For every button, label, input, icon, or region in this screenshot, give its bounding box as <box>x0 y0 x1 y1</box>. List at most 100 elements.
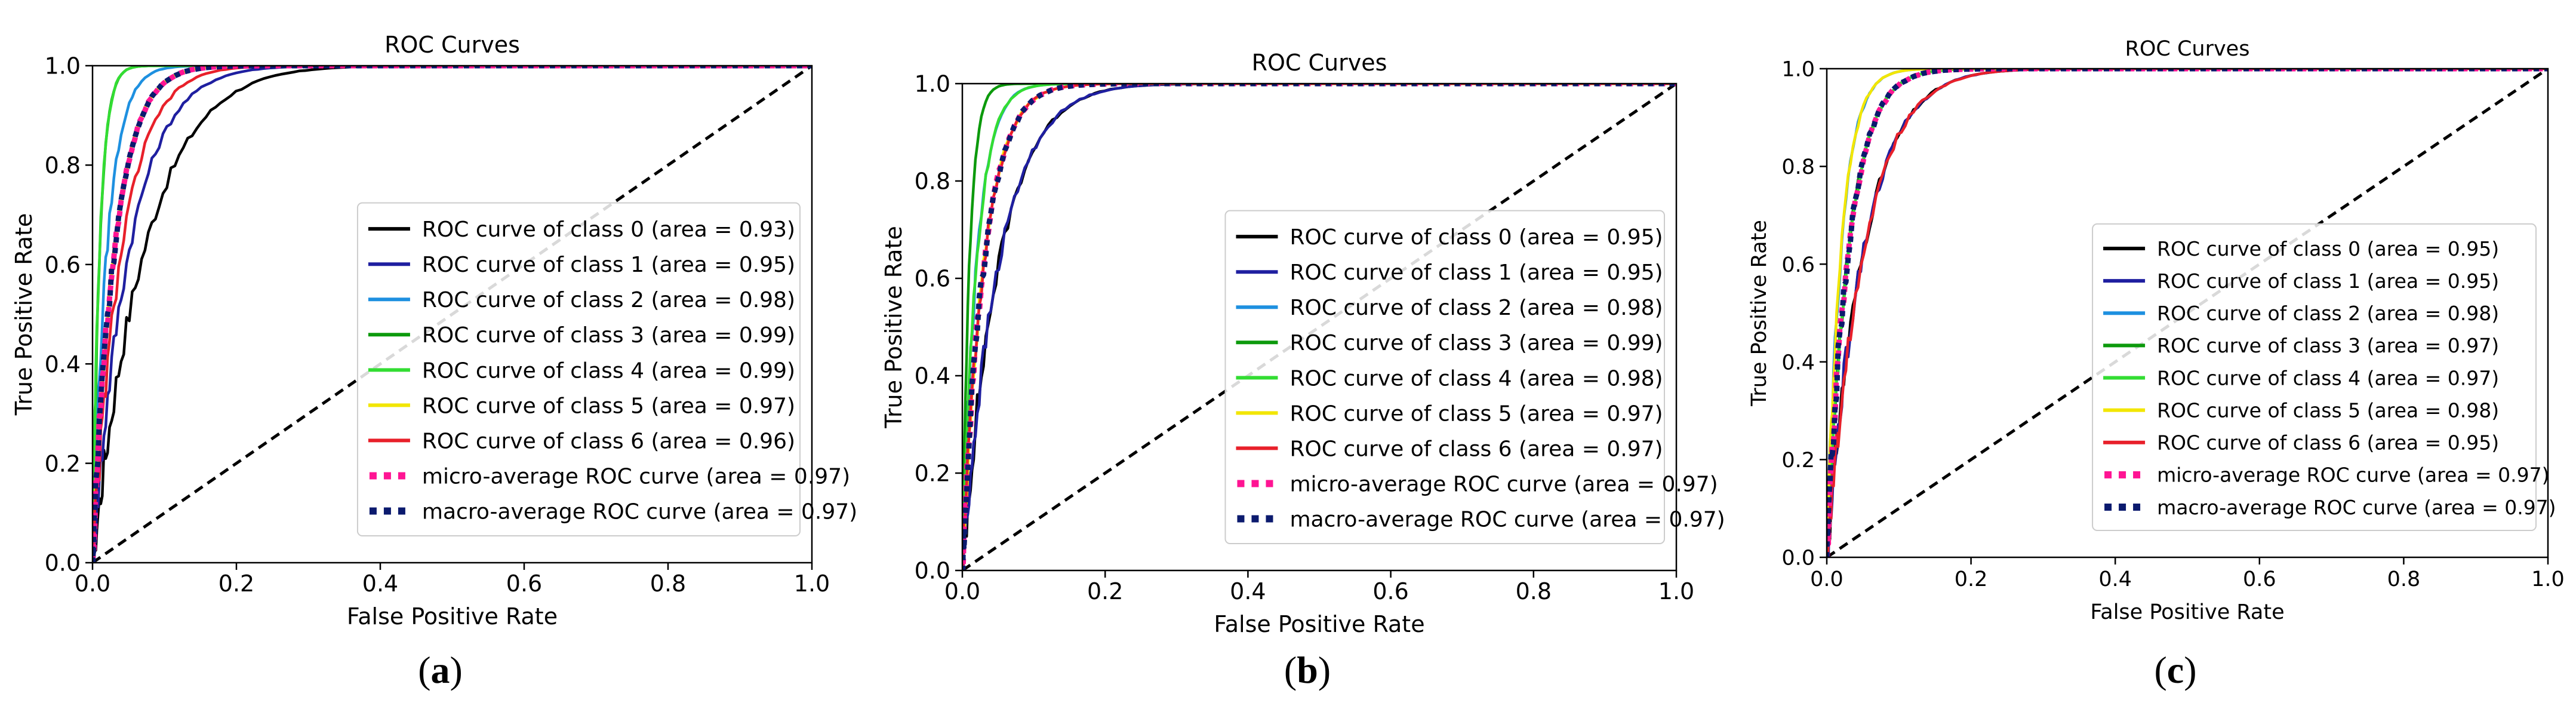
legend: ROC curve of class 0 (area = 0.93) ROC cu… <box>356 202 857 536</box>
legend-entry: ROC curve of class 5 (area = 0.98) <box>2157 398 2499 422</box>
legend-entry: ROC curve of class 0 (area = 0.95) <box>2157 237 2499 260</box>
roc-panel-a: ROC Curves 0.0 0.2 0.4 0.6 0.8 1.0 0.0 0.2 0.4 0.6… <box>11 32 857 691</box>
y-tick-label: 1.0 <box>1781 58 1815 82</box>
y-tick-label: 0.0 <box>1781 547 1815 570</box>
x-tick-label: 0.8 <box>2387 567 2421 591</box>
x-tick-label: 0.2 <box>1087 578 1123 605</box>
y-tick-label: 0.2 <box>45 450 81 477</box>
axes-frame <box>1826 68 2549 559</box>
roc-panel-c: ROC Curves 0.0 0.2 0.4 0.6 0.8 1.0 0.0 0.2 0.4 0.6… <box>1747 37 2565 691</box>
legend-entry: ROC curve of class 3 (area = 0.99) <box>422 323 795 348</box>
legend-entry: ROC curve of class 3 (area = 0.99) <box>1289 331 1663 355</box>
x-tick-label: 0.0 <box>75 570 110 597</box>
roc-curve-0 <box>93 66 812 563</box>
x-tick-label: 0.2 <box>218 570 254 597</box>
legend-entry: ROC curve of class 6 (area = 0.96) <box>422 429 795 453</box>
roc-panel-b: ROC Curves 0.0 0.2 0.4 0.6 0.8 1.0 0.0 0.2 0.4 0.6… <box>881 50 1725 691</box>
roc-curve-4 <box>1827 69 2548 557</box>
axes-frame <box>961 82 1678 572</box>
legend-entry: ROC curve of class 1 (area = 0.95) <box>422 253 795 277</box>
roc-curve-7 <box>93 66 812 563</box>
roc-curve-6 <box>962 84 1676 570</box>
y-tick-label: 1.0 <box>915 71 950 97</box>
x-tick-label: 1.0 <box>2531 567 2565 591</box>
y-axis-label: True Positive Rate <box>881 226 907 429</box>
roc-curve-2 <box>93 66 812 563</box>
y-tick-label: 1.0 <box>45 53 81 79</box>
y-tick-label: 0.6 <box>45 251 81 278</box>
x-tick-label: 0.4 <box>362 570 398 597</box>
x-tick-label: 1.0 <box>794 570 830 597</box>
roc-curve-3 <box>962 84 1676 570</box>
y-tick-label: 0.2 <box>915 461 950 487</box>
chart-title: ROC Curves <box>384 32 520 58</box>
y-tick-label: 0.4 <box>45 351 81 378</box>
x-axis-label: False Positive Rate <box>347 603 558 630</box>
x-tick-label: 0.6 <box>506 570 542 597</box>
panel-caption: (c) <box>2154 649 2196 691</box>
legend: ROC curve of class 0 (area = 0.95) ROC cu… <box>2092 223 2556 532</box>
legend-box <box>356 202 801 536</box>
y-tick-label: 0.0 <box>45 550 81 576</box>
chance-line <box>962 84 1676 570</box>
legend-entry: ROC curve of class 0 (area = 0.95) <box>1289 225 1663 250</box>
panel-caption: (b) <box>1284 649 1331 691</box>
legend-entry: ROC curve of class 4 (area = 0.98) <box>1289 366 1663 391</box>
x-axis-label: False Positive Rate <box>2090 600 2284 624</box>
legend-entry: ROC curve of class 3 (area = 0.97) <box>2157 334 2499 357</box>
x-tick-label: 0.0 <box>1810 567 1843 591</box>
legend-box <box>1224 210 1665 544</box>
plot-area <box>962 84 1676 570</box>
legend-entry: ROC curve of class 0 (area = 0.93) <box>422 217 795 242</box>
legend-entry: ROC curve of class 6 (area = 0.97) <box>1289 437 1663 461</box>
legend-entry: micro-average ROC curve (area = 0.97) <box>2157 464 2549 487</box>
y-tick-label: 0.6 <box>1781 253 1815 277</box>
chart-title: ROC Curves <box>2125 37 2250 61</box>
legend-entry: ROC curve of class 6 (area = 0.95) <box>2157 431 2499 455</box>
y-tick-label: 0.6 <box>915 266 950 292</box>
y-tick-label: 0.8 <box>915 168 950 195</box>
legend-entry: macro-average ROC curve (area = 0.97) <box>1289 507 1725 532</box>
legend-entry: ROC curve of class 2 (area = 0.98) <box>1289 296 1663 320</box>
y-axis-label: True Positive Rate <box>11 213 37 416</box>
axes-frame <box>91 65 813 564</box>
x-tick-label: 0.8 <box>650 570 686 597</box>
y-tick-label: 0.2 <box>1781 449 1815 473</box>
y-axis-label: True Positive Rate <box>1747 220 1771 407</box>
legend-entry: ROC curve of class 5 (area = 0.97) <box>1289 401 1663 426</box>
x-tick-label: 0.0 <box>944 578 980 605</box>
x-tick-label: 0.6 <box>1372 578 1408 605</box>
x-axis-label: False Positive Rate <box>1214 611 1424 637</box>
legend-entry: micro-average ROC curve (area = 0.97) <box>422 464 850 489</box>
legend-entry: ROC curve of class 4 (area = 0.97) <box>2157 366 2499 389</box>
panel-caption: (a) <box>418 649 463 691</box>
roc-curve-4 <box>962 84 1676 570</box>
y-tick-label: 0.4 <box>915 363 950 389</box>
legend-entry: ROC curve of class 2 (area = 0.98) <box>2157 302 2499 325</box>
legend-box <box>2092 223 2537 532</box>
x-tick-label: 0.4 <box>1230 578 1266 605</box>
legend-entry: ROC curve of class 1 (area = 0.95) <box>2157 269 2499 293</box>
x-tick-label: 0.4 <box>2098 567 2132 591</box>
legend-entry: ROC curve of class 4 (area = 0.99) <box>422 358 795 383</box>
y-tick-label: 0.8 <box>45 152 81 179</box>
y-tick-label: 0.8 <box>1781 155 1815 179</box>
legend: ROC curve of class 0 (area = 0.95) ROC cu… <box>1224 210 1725 544</box>
y-tick-label: 0.4 <box>1781 351 1815 375</box>
x-tick-label: 1.0 <box>1658 578 1694 605</box>
legend-entry: macro-average ROC curve (area = 0.97) <box>422 499 857 524</box>
legend-entry: ROC curve of class 2 (area = 0.98) <box>422 288 795 312</box>
chart-title: ROC Curves <box>1252 50 1387 76</box>
roc-curve-5 <box>1827 69 2548 557</box>
x-tick-label: 0.8 <box>1516 578 1552 605</box>
legend-entry: micro-average ROC curve (area = 0.97) <box>1289 472 1718 496</box>
x-tick-label: 0.6 <box>2243 567 2276 591</box>
legend-entry: ROC curve of class 5 (area = 0.97) <box>422 394 795 418</box>
roc-curve-4 <box>93 66 812 563</box>
y-tick-label: 0.0 <box>915 558 950 584</box>
legend-entry: macro-average ROC curve (area = 0.97) <box>2157 496 2556 519</box>
legend-entry: ROC curve of class 1 (area = 0.95) <box>1289 260 1663 285</box>
roc-curve-8 <box>1827 69 2548 557</box>
x-tick-label: 0.2 <box>1955 567 1988 591</box>
